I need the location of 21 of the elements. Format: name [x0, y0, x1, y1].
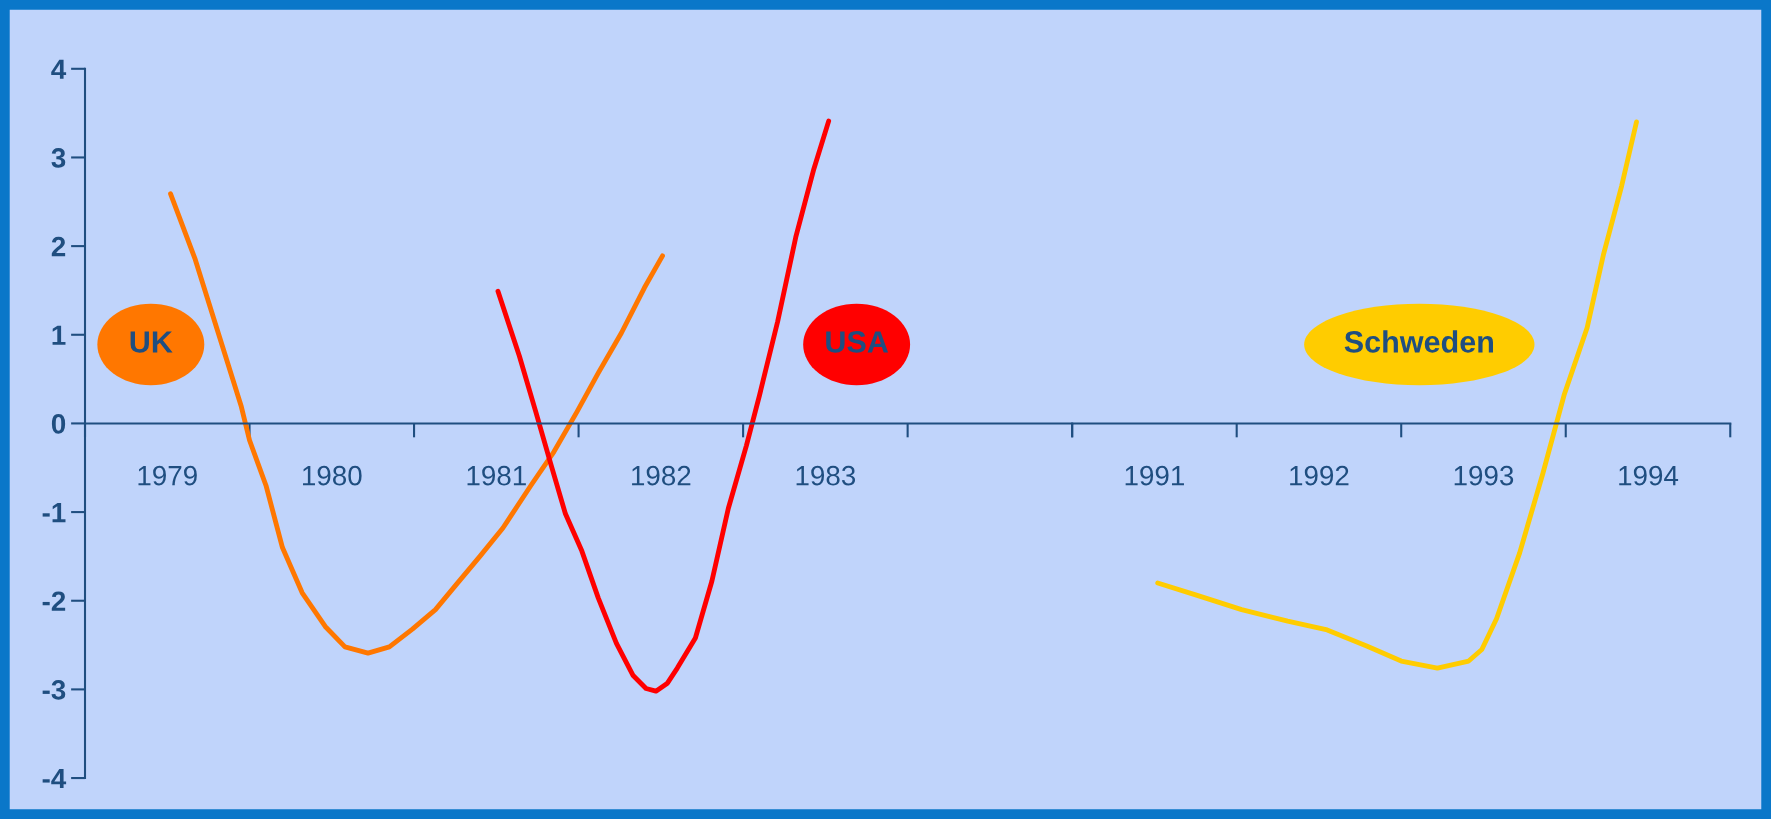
x-tick-label: 1992	[1290, 465, 1349, 486]
y-tick-label: -4	[42, 769, 67, 789]
x-tick-label: 1980	[303, 465, 362, 486]
y-tick-label: 2	[51, 236, 66, 257]
series-label: UK	[130, 331, 173, 353]
y-tick-label: -3	[42, 680, 66, 700]
y-tick-label: 0	[51, 414, 66, 434]
y-tick-label: -2	[42, 591, 66, 611]
y-tick-label: 3	[51, 148, 66, 168]
y-tick-label: -1	[42, 503, 66, 523]
x-tick-label: 1981	[467, 465, 526, 486]
series-label: USA	[826, 331, 889, 353]
x-tick-label: 1979	[138, 465, 197, 486]
x-tick-label: 1983	[796, 465, 856, 486]
x-tick-label: 1993	[1454, 465, 1514, 486]
x-tick-label: 1994	[1619, 465, 1679, 486]
text: Schweden	[1344, 330, 1493, 353]
x-tick-label: 1982	[632, 465, 691, 486]
y-tick-label: 4	[51, 59, 67, 79]
x-tick-label: 1991	[1125, 465, 1184, 486]
y-tick-label: 1	[52, 325, 66, 345]
